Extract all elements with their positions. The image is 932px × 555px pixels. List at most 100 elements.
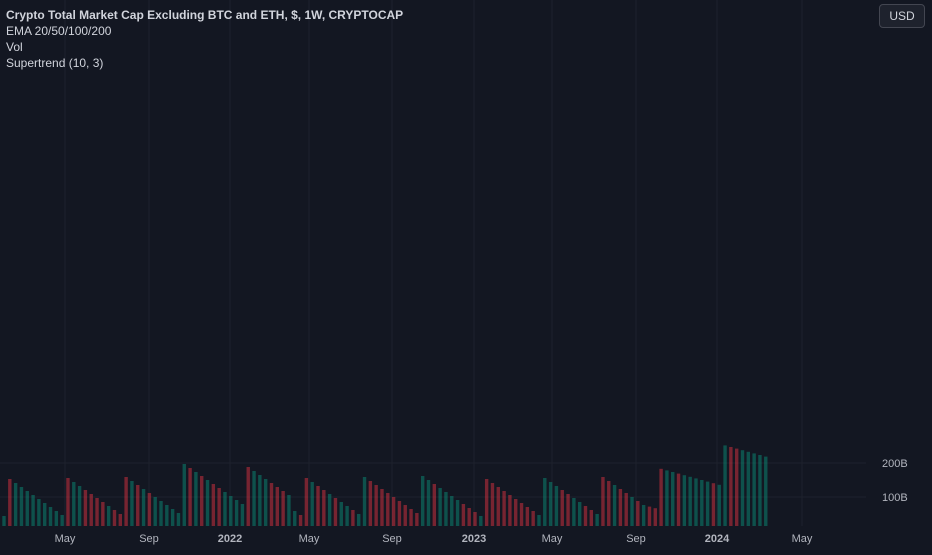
volume-bar <box>112 510 117 526</box>
volume-bar <box>252 471 256 526</box>
volume-bar <box>194 472 198 526</box>
volume-bar <box>386 493 390 526</box>
volume-bar <box>415 513 419 526</box>
volume-bar <box>566 494 570 526</box>
volume-bar <box>636 501 640 526</box>
volume-bar <box>333 498 338 526</box>
volume-bar <box>589 510 594 526</box>
volume-bar <box>577 502 582 526</box>
volume-bar <box>641 505 646 526</box>
volume-bar <box>409 509 413 526</box>
x-tick-label: Sep <box>139 533 159 545</box>
volume-bar <box>711 483 716 526</box>
volume-bar <box>165 505 169 526</box>
volume-bar <box>420 476 425 526</box>
volume-bar <box>304 478 309 526</box>
volume-bar <box>612 485 617 526</box>
x-tick-label: 2023 <box>462 533 486 545</box>
volume-bar <box>508 495 512 526</box>
volume-bar <box>258 475 262 526</box>
volume-bar <box>676 473 681 526</box>
volume-bar <box>153 497 157 526</box>
volume-bar <box>752 453 756 526</box>
volume-bar <box>531 511 535 526</box>
volume-bar <box>234 500 239 526</box>
volume-bar <box>124 477 128 526</box>
x-tick-label: 2024 <box>705 533 730 545</box>
volume-bar <box>43 503 47 526</box>
volume-bar <box>554 486 559 526</box>
volume-bar <box>479 516 483 526</box>
volume-bar <box>357 514 361 526</box>
x-tick-label: Sep <box>626 533 646 545</box>
volume-bar <box>95 498 99 526</box>
volume-bar <box>211 484 216 526</box>
volume-bar <box>368 481 373 526</box>
x-tick-label: May <box>299 533 320 545</box>
volume-bar <box>316 486 320 526</box>
volume-bar <box>455 500 460 526</box>
volume-bar <box>293 511 297 526</box>
volume-bar <box>246 467 250 526</box>
indicator-vol[interactable]: Vol <box>6 40 23 54</box>
volume-bar <box>37 499 41 526</box>
volume-bar <box>269 483 274 526</box>
volume-bar <box>106 506 111 526</box>
volume-bar <box>624 493 628 526</box>
volume-bar <box>734 448 739 526</box>
volume-bar <box>89 494 93 526</box>
volume-bar <box>339 502 343 526</box>
volume-bar <box>537 515 541 526</box>
x-tick-label: May <box>792 533 813 545</box>
volume-bar <box>118 514 122 526</box>
volume-bar <box>601 477 605 526</box>
volume-bar <box>484 479 489 526</box>
volume-bar <box>607 481 611 526</box>
indicator-ema[interactable]: EMA 20/50/100/200 <box>6 24 112 38</box>
volume-bar <box>141 489 146 526</box>
volume-bar <box>647 506 652 526</box>
volume-bar <box>764 456 768 526</box>
volume-bar <box>101 502 105 526</box>
volume-bar <box>217 488 221 526</box>
volume-bar <box>31 495 35 526</box>
volume-bar <box>450 496 454 526</box>
volume-bar <box>723 445 727 526</box>
volume-bar <box>275 487 280 526</box>
volume-bar <box>159 501 163 526</box>
volume-bar <box>205 480 210 526</box>
volume-bar <box>717 484 721 526</box>
volume-bar <box>403 505 407 526</box>
volume-bar <box>473 512 477 526</box>
volume-bar <box>130 481 134 526</box>
volume-bar <box>519 503 524 526</box>
volume-bar <box>188 468 192 526</box>
volume-bar <box>729 447 733 526</box>
volume-bar <box>229 496 233 526</box>
volume-bar <box>694 478 698 526</box>
volume-bar <box>60 515 64 526</box>
volume-bar <box>327 494 332 526</box>
currency-button[interactable]: USD <box>879 4 925 28</box>
volume-bar <box>223 492 227 526</box>
volume-bar <box>170 509 175 526</box>
volume-bar <box>746 451 751 526</box>
volume-bar <box>287 495 291 526</box>
volume-bar <box>281 491 285 526</box>
volume-bar <box>310 482 314 526</box>
volume-bar <box>362 477 367 526</box>
volume-bar <box>426 480 431 526</box>
volume-bar <box>54 511 59 526</box>
indicator-supertrend[interactable]: Supertrend (10, 3) <box>6 56 104 70</box>
volume-bar <box>700 480 704 526</box>
volume-bar <box>48 507 53 526</box>
volume-bar <box>630 497 634 526</box>
volume-bar <box>444 492 448 526</box>
volume-bar <box>438 488 442 526</box>
volume-bar <box>467 508 471 526</box>
volume-bar <box>345 506 349 526</box>
volume-bar <box>298 515 303 526</box>
symbol-title[interactable]: Crypto Total Market Cap Excluding BTC an… <box>6 8 404 22</box>
